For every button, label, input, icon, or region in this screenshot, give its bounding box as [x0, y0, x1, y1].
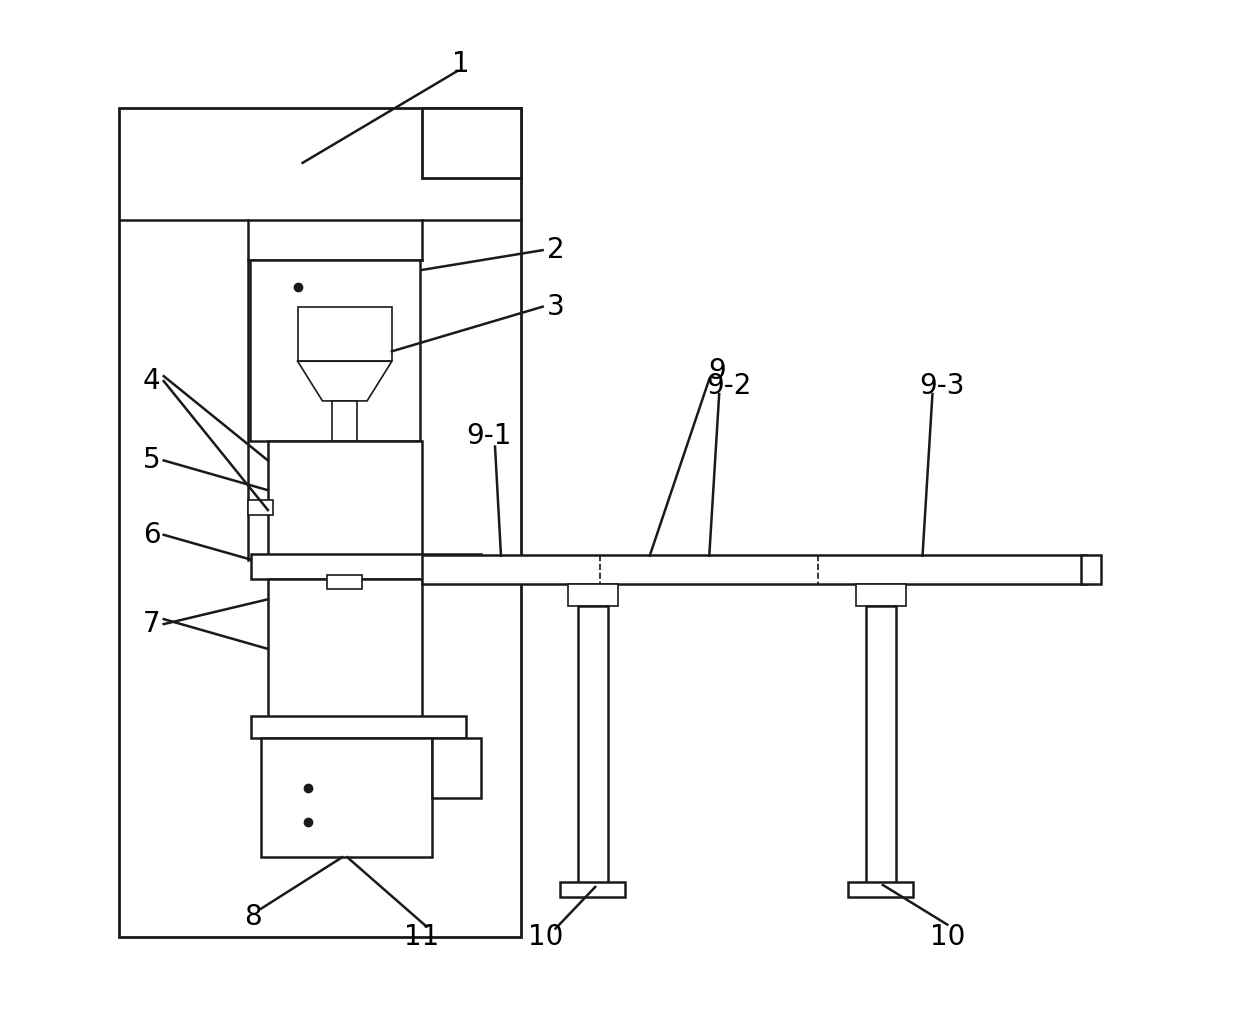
Bar [866, 606, 895, 884]
Bar [578, 606, 608, 884]
Bar [248, 500, 273, 515]
Bar [332, 401, 357, 441]
Text: 4: 4 [143, 367, 161, 395]
Bar [1081, 555, 1101, 584]
Bar [432, 738, 481, 798]
Text: 1: 1 [453, 49, 470, 78]
Text: 10: 10 [528, 922, 563, 951]
Text: 9-2: 9-2 [707, 372, 751, 401]
Text: 3: 3 [547, 293, 564, 320]
Bar [422, 108, 521, 178]
Bar [250, 554, 481, 579]
Bar [250, 260, 419, 441]
Bar [260, 738, 432, 858]
Text: 9-3: 9-3 [920, 372, 965, 401]
Bar [327, 574, 362, 589]
Bar [856, 584, 905, 606]
Polygon shape [298, 362, 392, 401]
Bar [568, 584, 618, 606]
Bar [560, 882, 625, 897]
Text: 2: 2 [547, 236, 564, 264]
Bar [268, 441, 422, 555]
Bar [298, 307, 392, 362]
Text: 6: 6 [143, 521, 161, 548]
Text: 5: 5 [143, 447, 161, 474]
Text: 10: 10 [930, 922, 965, 951]
Bar [250, 717, 466, 738]
Text: 8: 8 [244, 903, 262, 930]
Bar [119, 108, 521, 937]
Text: 9: 9 [708, 357, 727, 385]
Text: 7: 7 [143, 610, 161, 638]
Text: 9-1: 9-1 [466, 422, 512, 450]
Bar [848, 882, 913, 897]
Text: 11: 11 [404, 922, 439, 951]
Bar [268, 579, 422, 718]
Bar [422, 555, 1086, 584]
